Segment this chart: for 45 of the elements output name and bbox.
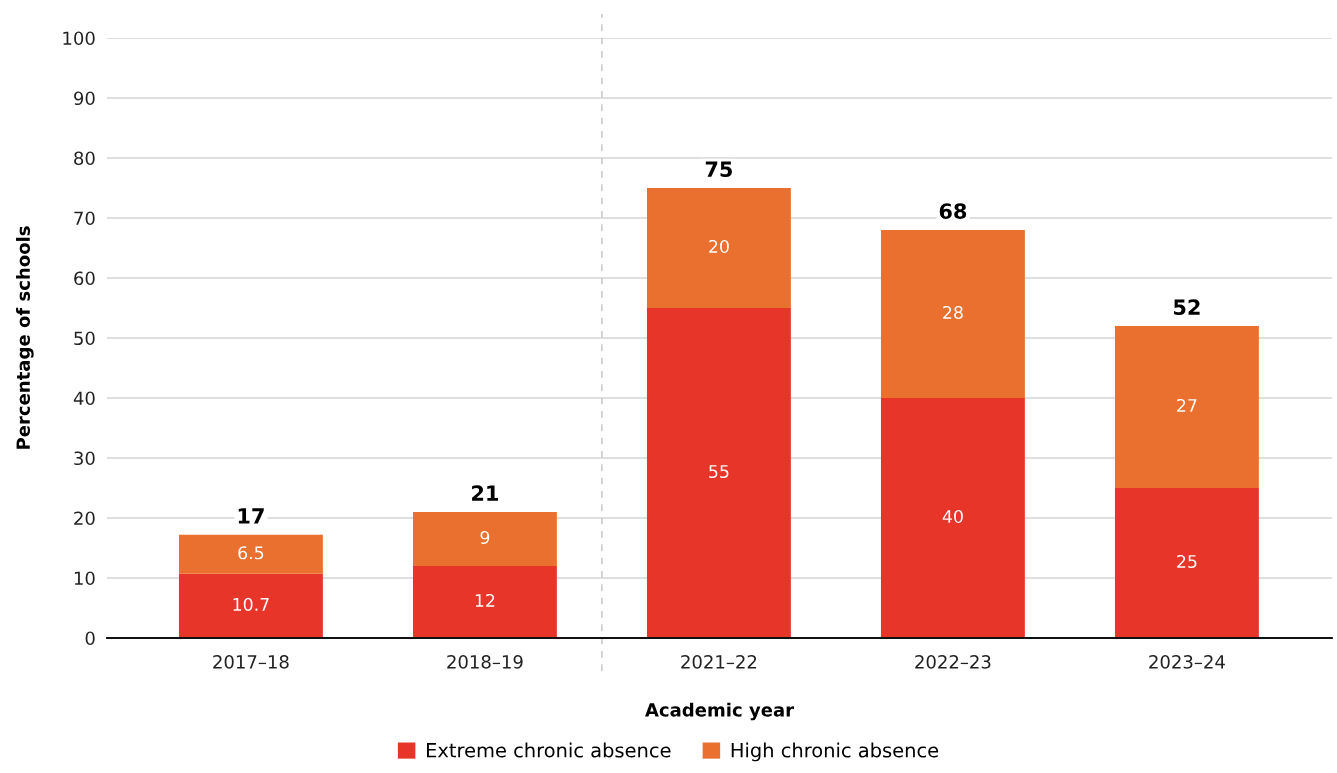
y-tick-label: 90 [74,91,95,106]
data-label: 10.7 [233,597,269,611]
bar [880,230,1025,398]
x-tick-label: 2017–18 [213,654,289,669]
bar [880,398,1025,638]
y-tick-label: 10 [74,571,95,586]
y-tick-label: 100 [63,31,95,46]
data-label: 6.5 [238,546,264,560]
total-label: 21 [472,485,498,501]
x-tick-label: 2022–23 [915,654,991,669]
y-tick-label: 30 [74,451,95,466]
total-label: 75 [705,161,732,178]
bar [412,512,557,566]
bar [412,566,557,638]
bar [646,308,791,638]
total-label: 68 [939,203,967,220]
x-tick-label: 2021–22 [681,654,757,669]
x-axis-title: Academic year [645,702,795,721]
data-label: 20 [709,239,729,254]
data-label: 9 [480,530,490,545]
y-tick-label: 50 [74,331,95,346]
bar [1114,326,1259,488]
data-label: 25 [1177,554,1197,569]
legend-label: Extreme chronic absence [427,742,671,758]
data-label: 27 [1177,398,1197,412]
total-label: 52 [1174,299,1200,316]
data-label: 12 [475,593,495,607]
y-tick-label: 0 [85,631,95,646]
y-tick-label: 40 [73,391,95,406]
y-axis-title: Percentage of schools [16,226,34,449]
y-tick-label: 60 [74,271,95,286]
data-label: 40 [942,509,963,524]
bar [178,573,323,638]
x-tick-label: 2018–19 [447,654,523,669]
data-label: 55 [709,465,729,479]
total-label: 17 [238,508,264,524]
bar [646,188,791,308]
bar [1114,488,1259,638]
legend-label: High chronic absence [731,742,939,762]
x-tick-label: 2023–24 [1149,654,1225,669]
y-tick-label: 80 [74,151,95,166]
bar [178,534,323,574]
y-tick-label: 20 [74,511,95,526]
data-label: 28 [943,305,963,320]
y-tick-label: 70 [74,211,95,226]
